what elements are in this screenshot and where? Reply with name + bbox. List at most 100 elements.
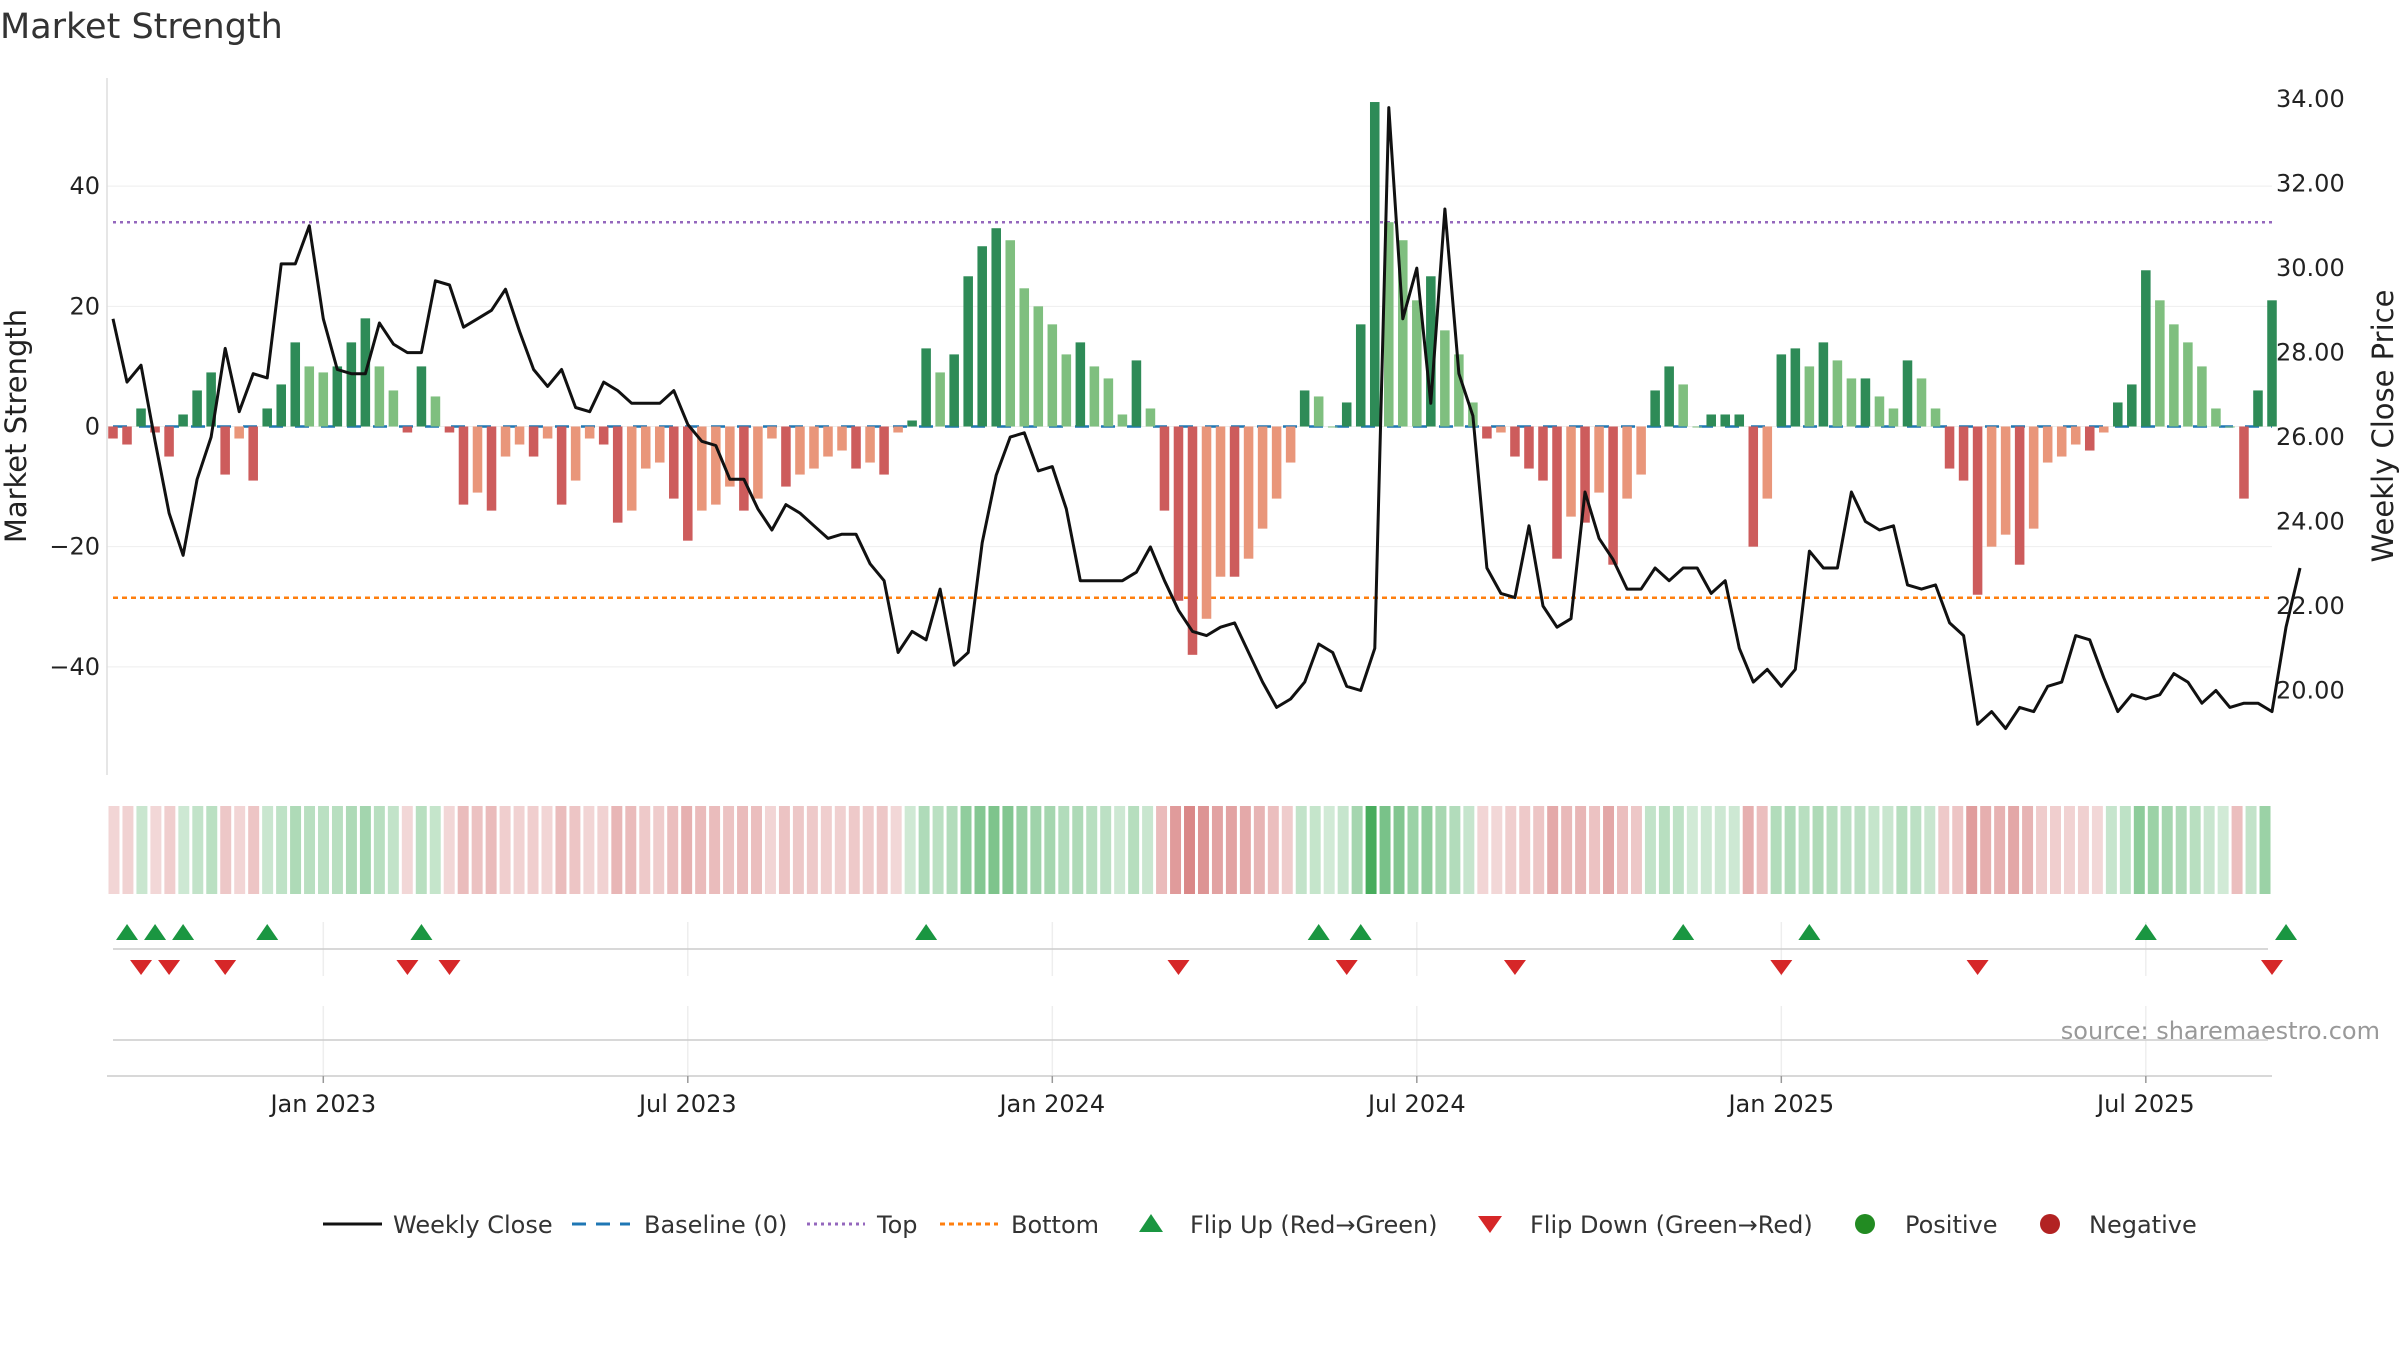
strength-bar — [122, 426, 132, 445]
heat-cell — [1533, 806, 1545, 894]
flip-up-marker — [1307, 924, 1330, 940]
strength-bar — [1552, 426, 1562, 559]
legend-flip-up-marker — [1139, 1214, 1163, 1232]
strength-bar — [1271, 426, 1282, 499]
strength-bar — [486, 426, 497, 511]
heat-cell — [2063, 806, 2075, 894]
strength-bar — [2155, 300, 2165, 427]
strength-bar — [1636, 426, 1646, 475]
legend-weekly-close-label: Weekly Close — [393, 1211, 553, 1239]
heat-cell — [1910, 806, 1922, 894]
strength-bar — [1299, 390, 1310, 427]
y-right-tick-label: 34.00 — [2276, 85, 2345, 113]
strength-bar — [809, 426, 819, 469]
legend-flip-up-label: Flip Up (Red→Green) — [1190, 1211, 1438, 1239]
heat-cell — [1114, 806, 1126, 894]
strength-bar — [514, 426, 525, 445]
heat-cell — [653, 806, 665, 894]
heat-cell — [2050, 806, 2061, 894]
heat-cell — [1742, 806, 1754, 894]
flip-down-marker — [1770, 960, 1793, 975]
strength-bar — [921, 348, 931, 427]
heat-cell — [1686, 806, 1698, 894]
strength-bar — [2113, 402, 2123, 427]
strength-bar — [753, 426, 763, 499]
strength-bar — [1608, 426, 1618, 565]
strength-bar — [1103, 378, 1114, 427]
heat-cell — [1575, 806, 1587, 894]
heat-cell — [2161, 806, 2173, 894]
strength-bar — [935, 372, 945, 427]
heat-cell — [1295, 806, 1307, 894]
strength-bar — [1159, 426, 1170, 511]
flip-down-marker — [1335, 960, 1358, 975]
strength-bar — [318, 372, 329, 427]
heat-cell — [932, 806, 944, 894]
strength-bar — [683, 426, 693, 541]
weekly-close-line-group — [111, 106, 2302, 730]
strength-bar — [1902, 360, 1913, 427]
heat-cell — [597, 806, 609, 894]
heat-cell — [639, 806, 651, 894]
flip-down-marker — [2261, 960, 2283, 975]
heat-cell — [1072, 806, 1084, 894]
strength-bar — [220, 426, 230, 475]
strength-bar — [1580, 426, 1590, 523]
strength-bar — [991, 228, 1001, 427]
heat-cell — [1854, 806, 1866, 894]
heat-cell — [555, 806, 567, 894]
strength-bar — [879, 426, 889, 475]
heat-cell — [1980, 806, 1992, 894]
heat-cell — [108, 806, 120, 894]
strength-bar — [626, 426, 637, 511]
heat-cell — [1840, 806, 1852, 894]
strength-bar — [164, 426, 174, 457]
heat-cell — [960, 806, 972, 894]
heat-cell — [499, 806, 511, 894]
strength-bar — [206, 372, 216, 427]
strength-bar — [304, 366, 315, 427]
heat-cell — [304, 806, 316, 894]
strength-bar — [1622, 426, 1632, 499]
heat-cell — [2175, 806, 2187, 894]
heat-cell — [1728, 806, 1740, 894]
strength-bar — [2211, 408, 2221, 427]
heat-cell — [1784, 806, 1796, 894]
strength-bar — [598, 426, 609, 445]
heat-cell — [1351, 806, 1363, 894]
strength-bar — [388, 390, 399, 427]
heat-cell — [1156, 806, 1168, 894]
heat-cell — [485, 806, 497, 894]
y-right-tick-label: 26.00 — [2276, 423, 2345, 451]
strength-bar — [276, 384, 287, 427]
flip-down-marker — [438, 960, 461, 975]
heat-cell — [1211, 806, 1223, 894]
weekly-close-line — [111, 106, 2302, 730]
strength-bar — [346, 342, 357, 427]
heat-cell — [1589, 806, 1601, 894]
strength-bar — [1678, 384, 1688, 427]
flip-up-marker — [172, 924, 195, 940]
heat-cell — [1197, 806, 1209, 894]
legend-positive-label: Positive — [1905, 1211, 1998, 1239]
strength-bar — [332, 366, 343, 427]
heat-cell — [401, 806, 413, 894]
flip-up-marker — [1798, 924, 1821, 940]
heat-cell — [667, 806, 679, 894]
heat-cell — [1603, 806, 1615, 894]
heat-cell — [359, 806, 371, 894]
heat-cell — [625, 806, 637, 894]
strength-bar — [430, 396, 441, 427]
y-tick-label: 20 — [69, 292, 100, 320]
heat-cell — [681, 806, 693, 894]
strength-bar — [1720, 414, 1731, 427]
y-axis-title: Market Strength — [0, 309, 33, 543]
heat-cell — [1449, 806, 1461, 894]
heat-cell — [192, 806, 204, 894]
heat-cell — [1100, 806, 1112, 894]
heat-cell — [1868, 806, 1880, 894]
heat-cell — [318, 806, 329, 894]
heat-cell — [2147, 806, 2159, 894]
legend-negative-label: Negative — [2089, 1211, 2197, 1239]
legend-flip-down-marker — [1478, 1216, 1502, 1233]
